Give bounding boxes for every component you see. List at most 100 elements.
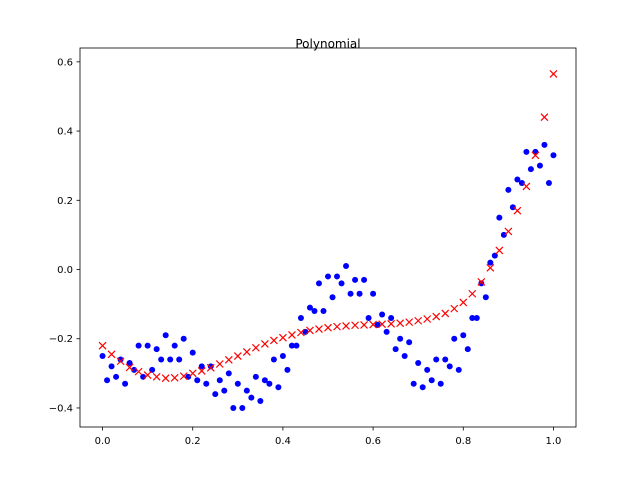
data-point [365, 314, 372, 321]
data-point [442, 356, 449, 363]
fit-point [414, 316, 423, 325]
plot-marks [98, 70, 558, 411]
data-point [225, 370, 232, 377]
data-point [406, 339, 413, 346]
data-point [361, 276, 368, 283]
data-point [284, 366, 291, 373]
fit-point [513, 206, 522, 215]
fit-point [98, 341, 107, 350]
fit-point [405, 318, 414, 327]
fit-point [351, 321, 359, 330]
data-point [122, 380, 129, 387]
data-point [401, 353, 408, 360]
x-tick-label: 0.4 [275, 436, 291, 447]
data-point [248, 394, 255, 401]
data-point [320, 308, 327, 315]
fit-point [477, 278, 486, 286]
data-point [257, 398, 264, 405]
data-point [288, 342, 295, 349]
data-point [343, 263, 350, 270]
data-point [234, 380, 241, 387]
fit-point [251, 343, 260, 352]
data-point [113, 373, 120, 380]
fit-point [315, 325, 323, 333]
x-tick-label: 0.0 [95, 436, 111, 447]
data-point [194, 377, 201, 384]
fit-point [143, 371, 152, 380]
data-point [203, 380, 210, 387]
x-tick-label: 0.8 [455, 436, 471, 447]
data-point [212, 391, 219, 398]
data-point [509, 204, 516, 211]
fit-point [297, 328, 305, 337]
data-point [266, 380, 273, 387]
data-point [334, 273, 341, 280]
fit-point [278, 333, 287, 342]
data-point [469, 314, 476, 321]
y-tick-label: 0.6 [57, 57, 73, 68]
data-point [482, 294, 489, 301]
y-axis: −0.4 −0.2 0.0 0.2 0.4 0.6 [49, 57, 80, 414]
data-point [451, 335, 458, 342]
data-point [207, 363, 214, 370]
data-point [153, 346, 160, 353]
data-point [527, 166, 534, 173]
fit-point [531, 151, 540, 160]
fit-point [549, 70, 558, 78]
data-point [144, 342, 151, 349]
fit-point [369, 320, 378, 329]
data-point [464, 346, 471, 353]
data-point [329, 294, 336, 301]
data-point [545, 179, 552, 186]
data-point [171, 342, 178, 349]
y-tick-label: −0.2 [49, 334, 73, 345]
fit-point [306, 326, 314, 335]
data-point [311, 308, 318, 315]
fit-point [486, 263, 495, 272]
fit-point [342, 322, 350, 330]
data-point [198, 363, 205, 370]
data-point [541, 141, 548, 148]
fit-point [125, 363, 134, 372]
y-tick-label: 0.2 [57, 196, 73, 207]
data-point [419, 384, 426, 391]
data-point [315, 280, 322, 287]
data-point [338, 280, 345, 287]
data-point [352, 276, 359, 283]
data-point [230, 404, 237, 411]
fit-point [468, 289, 477, 298]
data-point [428, 377, 435, 384]
fit-point [260, 340, 269, 348]
fit-point [441, 309, 450, 318]
fit-point [432, 312, 441, 321]
chart-title: Polynomial [295, 37, 360, 51]
data-point [221, 387, 228, 394]
data-point [104, 377, 111, 384]
fit-point [387, 319, 396, 328]
data-point [216, 377, 223, 384]
fit-point [333, 322, 341, 331]
data-point [347, 290, 354, 297]
data-point [455, 366, 462, 373]
data-point [550, 152, 557, 159]
fit-point [152, 372, 161, 381]
fit-point [134, 367, 143, 376]
data-point [325, 273, 331, 280]
data-point [523, 148, 530, 155]
data-point [460, 332, 467, 339]
data-point [252, 373, 259, 380]
y-tick-label: 0.0 [57, 265, 73, 276]
fit-point [396, 319, 405, 328]
data-point [306, 304, 313, 311]
fit-point [540, 113, 549, 122]
data-point [505, 186, 512, 193]
fit-point [188, 369, 197, 378]
fit-point [360, 320, 368, 329]
fit-point [179, 372, 188, 381]
fit-point [170, 373, 179, 382]
data-point [487, 259, 494, 266]
data-point [108, 363, 115, 370]
data-point [388, 314, 395, 321]
x-axis: 0.0 0.2 0.4 0.6 0.8 1.0 [95, 427, 561, 447]
data-point [135, 342, 142, 349]
